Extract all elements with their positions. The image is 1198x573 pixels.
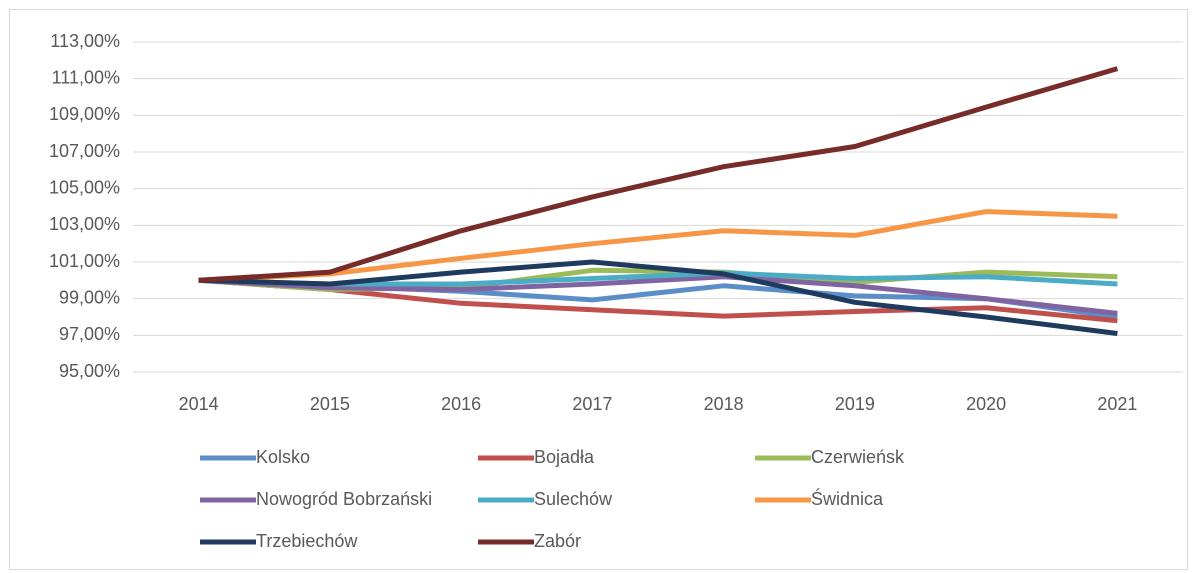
x-tick-label: 2021 bbox=[1097, 394, 1137, 414]
series-line bbox=[198, 259, 1118, 336]
legend-label: Zabór bbox=[534, 531, 581, 551]
y-tick-label: 103,00% bbox=[49, 214, 120, 234]
x-tick-label: 2015 bbox=[310, 394, 350, 414]
legend-label: Czerwieńsk bbox=[811, 447, 905, 467]
legend-label: Trzebiechów bbox=[256, 531, 358, 551]
series-line bbox=[198, 274, 1118, 316]
legend-label: Kolsko bbox=[256, 447, 310, 467]
series-line bbox=[198, 209, 1118, 283]
y-tick-label: 101,00% bbox=[49, 251, 120, 271]
series-line bbox=[198, 277, 1118, 324]
x-tick-label: 2016 bbox=[441, 394, 481, 414]
y-tick-label: 97,00% bbox=[59, 324, 120, 344]
y-tick-label: 107,00% bbox=[49, 141, 120, 161]
legend-label: Sulechów bbox=[534, 489, 613, 509]
x-tick-label: 2014 bbox=[179, 394, 219, 414]
y-tick-label: 105,00% bbox=[49, 177, 120, 197]
series-line bbox=[198, 66, 1119, 283]
y-tick-label: 111,00% bbox=[52, 67, 120, 87]
legend-label: Świdnica bbox=[811, 488, 884, 509]
y-tick-label: 113,00% bbox=[50, 31, 120, 51]
y-tick-label: 109,00% bbox=[49, 104, 120, 124]
x-tick-label: 2018 bbox=[704, 394, 744, 414]
x-tick-label: 2019 bbox=[835, 394, 875, 414]
legend-label: Bojadła bbox=[534, 447, 595, 467]
y-tick-label: 99,00% bbox=[59, 287, 120, 307]
chart-border bbox=[9, 9, 1188, 570]
y-tick-label: 95,00% bbox=[59, 361, 120, 381]
x-tick-label: 2017 bbox=[572, 394, 612, 414]
legend-label: Nowogród Bobrzański bbox=[256, 489, 432, 509]
x-tick-label: 2020 bbox=[966, 394, 1006, 414]
